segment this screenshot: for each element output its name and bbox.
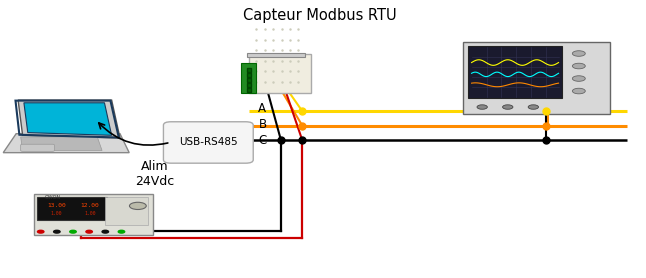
Text: 13.00: 13.00 — [47, 203, 66, 208]
Text: A: A — [258, 102, 266, 115]
FancyBboxPatch shape — [249, 54, 311, 93]
Circle shape — [572, 63, 585, 69]
Circle shape — [572, 88, 585, 94]
FancyBboxPatch shape — [34, 194, 153, 235]
Circle shape — [102, 230, 109, 233]
FancyBboxPatch shape — [21, 144, 54, 151]
Circle shape — [528, 105, 539, 109]
Circle shape — [503, 105, 513, 109]
Circle shape — [477, 105, 487, 109]
Text: Capteur Modbus RTU: Capteur Modbus RTU — [243, 8, 397, 23]
FancyBboxPatch shape — [463, 42, 610, 114]
Circle shape — [572, 76, 585, 81]
Text: B: B — [258, 118, 267, 131]
FancyBboxPatch shape — [241, 63, 256, 93]
Polygon shape — [18, 100, 120, 138]
FancyBboxPatch shape — [247, 53, 306, 57]
Text: 1.00: 1.00 — [50, 212, 62, 217]
Text: C: C — [258, 134, 267, 147]
Polygon shape — [3, 134, 129, 153]
FancyBboxPatch shape — [468, 46, 562, 98]
FancyBboxPatch shape — [163, 122, 253, 163]
Polygon shape — [24, 103, 112, 135]
Circle shape — [70, 230, 76, 233]
FancyBboxPatch shape — [37, 197, 107, 220]
Text: Alim
24Vdc: Alim 24Vdc — [136, 160, 174, 188]
Circle shape — [129, 202, 146, 210]
Circle shape — [86, 230, 92, 233]
Text: OWON: OWON — [45, 195, 61, 200]
Text: 12.00: 12.00 — [81, 203, 99, 208]
Text: 1.00: 1.00 — [84, 212, 96, 217]
Circle shape — [54, 230, 60, 233]
FancyBboxPatch shape — [105, 197, 149, 225]
FancyArrowPatch shape — [99, 123, 168, 145]
Polygon shape — [21, 137, 102, 150]
Circle shape — [572, 51, 585, 56]
Circle shape — [118, 230, 125, 233]
Text: USB-RS485: USB-RS485 — [179, 138, 238, 147]
Circle shape — [37, 230, 44, 233]
